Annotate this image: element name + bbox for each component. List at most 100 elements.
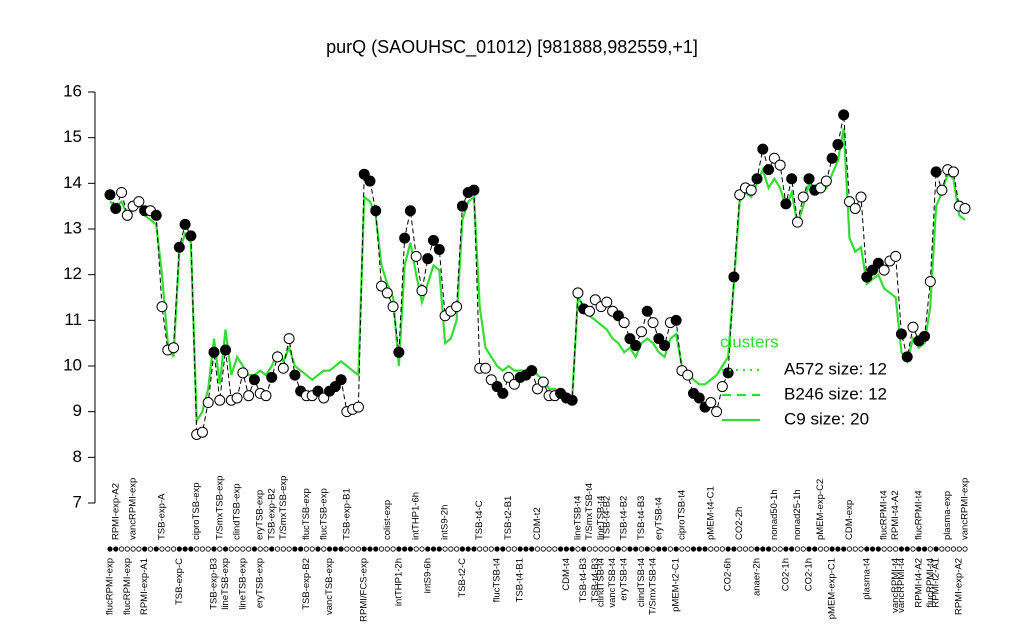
sample-dot (719, 546, 725, 552)
sample-dot (916, 546, 922, 552)
sample-dot (858, 546, 864, 552)
sample-dot (563, 546, 569, 552)
sample-dot (292, 546, 298, 552)
sample-dot (425, 546, 431, 552)
x-tick-label: ciproTSB-t4 (676, 490, 687, 540)
sample-dot (147, 546, 154, 552)
data-point (381, 287, 393, 299)
sample-dot (829, 546, 835, 552)
x-tick-label: RPMI-t4-A2 (913, 558, 924, 608)
data-point (832, 139, 844, 151)
x-tick-label: CDM-t2 (532, 507, 543, 540)
data-point (456, 200, 468, 212)
sample-dot (529, 546, 535, 552)
sample-dot (638, 546, 645, 552)
sample-dot (852, 546, 858, 552)
data-point (959, 202, 971, 214)
data-point (745, 184, 757, 196)
data-point (497, 387, 509, 399)
data-point (352, 401, 364, 413)
sample-dot (950, 546, 957, 552)
sample-dot (800, 546, 806, 552)
data-point (635, 326, 647, 338)
sample-dot (459, 546, 465, 552)
sample-dot (465, 546, 471, 552)
x-tick-label: TSB-t4-B3 (636, 496, 647, 540)
sample-dot (332, 546, 338, 552)
sample-dot (488, 546, 494, 552)
sample-dot (113, 546, 119, 552)
x-tick-label: flucTSB-exp (318, 488, 329, 540)
data-point (248, 374, 260, 386)
sample-dot (783, 546, 789, 552)
data-point (722, 367, 734, 379)
x-tick-label: RPMI-t4-A2 (890, 490, 901, 540)
data-point (480, 362, 492, 374)
sample-dot (373, 546, 379, 552)
data-point (243, 390, 255, 402)
data-point (208, 346, 220, 358)
sample-dot (627, 546, 633, 552)
sample-dot (182, 546, 188, 552)
sample-dot (939, 546, 945, 552)
data-point (433, 244, 445, 256)
x-tick-label: flucRPMI-exp (122, 558, 133, 615)
sample-dot (188, 546, 194, 552)
sample-dot (263, 546, 269, 552)
data-point (751, 173, 763, 185)
sample-dot (240, 546, 246, 552)
sample-dot (286, 546, 292, 552)
sample-dot (350, 546, 356, 552)
x-tick-label: vancRPMI-t4 (890, 558, 901, 613)
sample-dot (864, 546, 870, 552)
x-tick-label: eryTSB-t4 (619, 558, 630, 601)
sample-dot (650, 546, 656, 552)
data-point (757, 143, 769, 155)
data-point (890, 250, 902, 262)
data-point (693, 392, 705, 404)
sample-dot (685, 546, 691, 552)
x-tick-label: flucTSB-exp (301, 488, 312, 540)
sample-dot (667, 546, 673, 552)
y-tick-label: 8 (73, 447, 82, 466)
data-point (641, 305, 653, 317)
sample-dot (482, 546, 489, 552)
sample-dot (789, 546, 795, 552)
x-tick-label: flucTSB-t4 (492, 558, 503, 602)
x-tick-label: clindTSB-exp (232, 484, 243, 541)
sample-dot (500, 546, 506, 552)
data-point (468, 184, 480, 196)
x-tick-label: clindTSB-t4 (636, 558, 647, 607)
x-tick-label: pMEM-t2-C1 (671, 558, 682, 612)
sample-dot (454, 546, 460, 552)
sample-dot (760, 546, 766, 552)
x-tick-label: RPMI-t2-A1 (931, 558, 942, 608)
x-tick-label: lineTSB-exp (237, 558, 248, 610)
sample-dot (338, 546, 344, 552)
data-point (924, 276, 936, 288)
x-tick-label: TSB-exp-A (157, 493, 168, 540)
sample-dot (170, 546, 177, 552)
y-tick-label: 10 (63, 355, 82, 374)
data-point (370, 205, 382, 217)
x-tick-label: lineTSB-t4 (572, 496, 583, 540)
sample-dot (315, 546, 321, 552)
sample-dot (211, 546, 217, 552)
sample-dot (176, 546, 182, 552)
y-tick-label: 14 (63, 173, 82, 192)
sample-dot (413, 546, 419, 552)
data-point (855, 191, 867, 203)
sample-dot (309, 546, 315, 552)
sample-dot (898, 546, 905, 552)
sample-dot (725, 546, 731, 552)
sample-dot (269, 546, 275, 552)
data-point (451, 301, 463, 313)
x-tick-label: intS9-2h (440, 505, 451, 540)
sample-dot (321, 546, 327, 552)
data-point (410, 250, 422, 262)
data-point (838, 109, 850, 121)
data-point (820, 175, 832, 187)
x-tick-label: CO2-1h (804, 558, 815, 591)
sample-dot (754, 546, 760, 552)
sample-dot (217, 546, 223, 552)
